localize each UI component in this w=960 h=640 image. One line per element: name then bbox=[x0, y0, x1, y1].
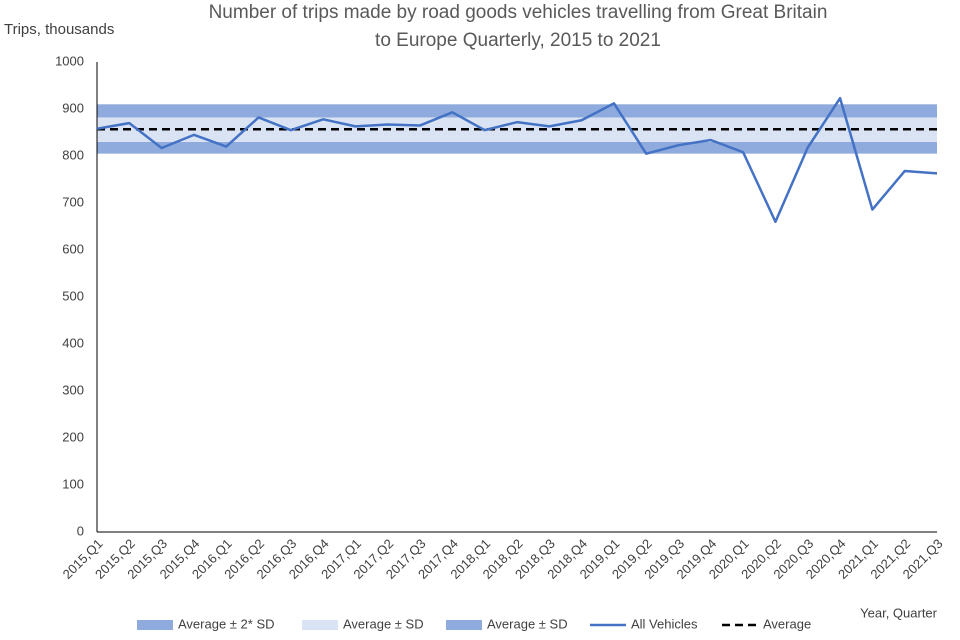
y-tick-label: 800 bbox=[62, 147, 84, 162]
y-axis-label: Trips, thousands bbox=[4, 21, 114, 38]
y-tick-label: 200 bbox=[62, 429, 84, 444]
y-tick-label: 500 bbox=[62, 288, 84, 303]
y-tick-label: 0 bbox=[77, 523, 84, 538]
band bbox=[97, 141, 937, 154]
band bbox=[97, 104, 937, 118]
y-tick-label: 900 bbox=[62, 100, 84, 115]
legend-label: Average ± SD bbox=[343, 616, 424, 631]
legend-swatch bbox=[302, 620, 338, 630]
y-tick-label: 600 bbox=[62, 241, 84, 256]
legend-label: Average bbox=[763, 616, 811, 631]
legend-label: All Vehicles bbox=[631, 616, 698, 631]
legend-label: Average ± 2* SD bbox=[178, 616, 275, 631]
legend-label: Average ± SD bbox=[487, 616, 568, 631]
chart-title: to Europe Quarterly, 2015 to 2021 bbox=[375, 30, 661, 51]
chart-title: Number of trips made by road goods vehic… bbox=[209, 2, 828, 23]
y-tick-label: 700 bbox=[62, 194, 84, 209]
data-line bbox=[96, 96, 938, 224]
x-axis-label: Year, Quarter bbox=[860, 605, 938, 620]
y-tick-label: 100 bbox=[62, 476, 84, 491]
y-tick-label: 400 bbox=[62, 335, 84, 350]
y-tick-label: 300 bbox=[62, 382, 84, 397]
y-tick-label: 1000 bbox=[55, 53, 84, 68]
legend-swatch bbox=[137, 620, 173, 630]
legend-swatch bbox=[446, 620, 482, 630]
